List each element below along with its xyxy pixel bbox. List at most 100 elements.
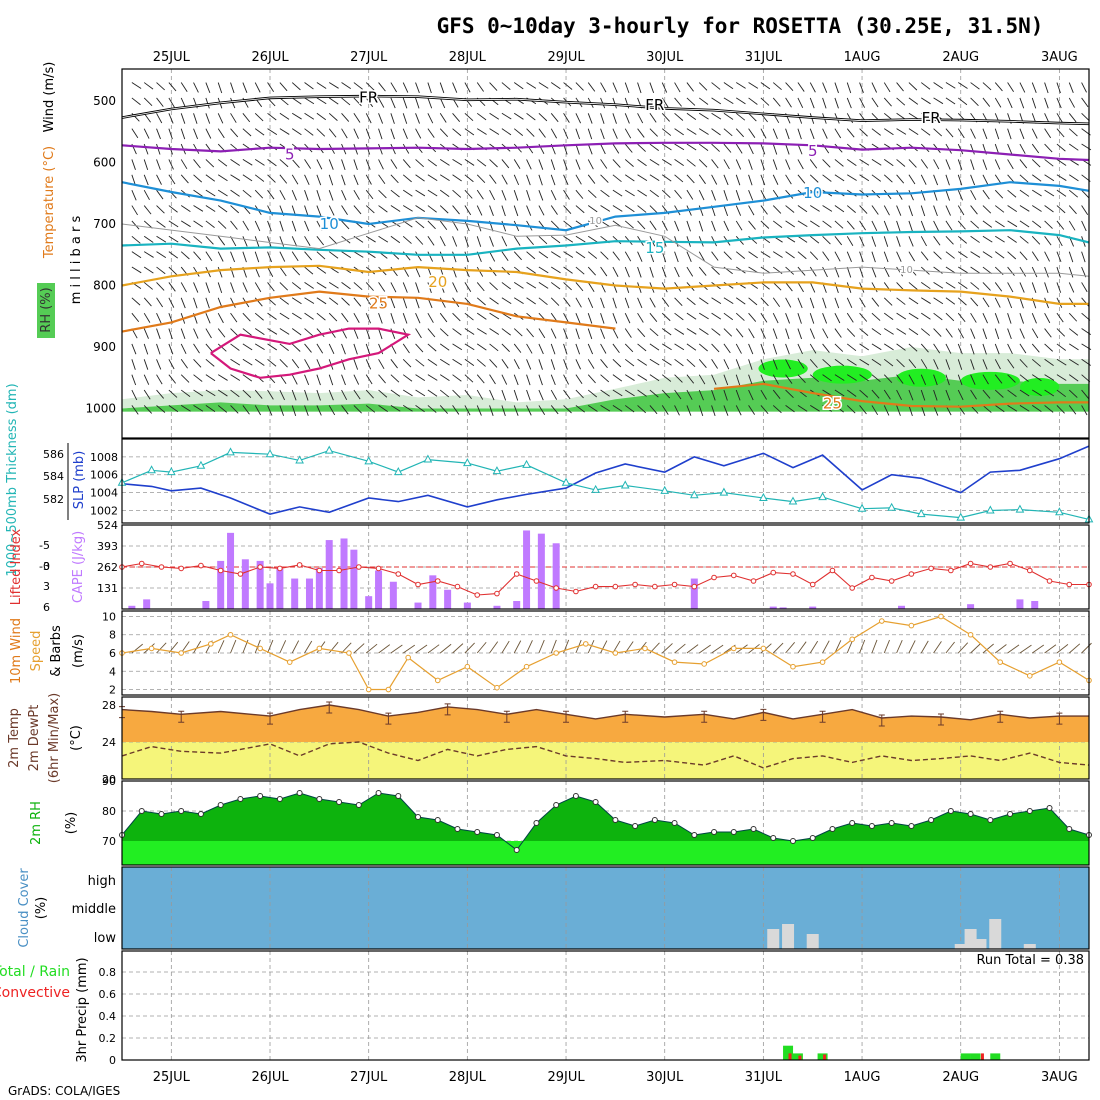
wind-barb (711, 97, 722, 105)
wind-speed-marker (760, 645, 767, 652)
wind-barb (834, 358, 845, 367)
wind-barb (452, 405, 460, 415)
wind-barb (933, 82, 944, 89)
wind-barb (748, 97, 758, 105)
wind-barb (131, 343, 137, 355)
wind-barb (982, 251, 993, 258)
wind-barb (612, 389, 623, 397)
wind-barb (735, 159, 742, 170)
wind-barb (637, 251, 643, 262)
wind-barb (353, 128, 359, 139)
wind-barb (772, 82, 782, 91)
thickness-marker (620, 480, 630, 489)
li-marker (928, 565, 934, 572)
low-cloud-bar (767, 929, 780, 949)
wind-barb (1056, 159, 1067, 166)
wind-barb (168, 220, 179, 228)
wind-barb (711, 312, 722, 320)
wind-barb (254, 389, 263, 399)
wind-barb (131, 374, 137, 386)
rh2m-base (122, 841, 1089, 865)
wind-barb (131, 312, 140, 323)
wind-barb (143, 128, 150, 139)
wind-barb (501, 297, 512, 305)
wind-barb (452, 312, 461, 322)
wind-barb (723, 159, 730, 170)
surface-wind-barb (304, 640, 313, 654)
wind-barb (1044, 282, 1049, 294)
wind-speed-marker (849, 636, 855, 643)
wind-barb (267, 251, 272, 263)
panel-frame (121, 866, 1090, 950)
cape-bar (414, 602, 422, 609)
wind-barb (908, 189, 914, 201)
temp-tick: 20 (102, 773, 116, 786)
rh2m-marker (789, 838, 796, 844)
wind-barb (402, 389, 413, 397)
wind-barb (698, 220, 704, 232)
wind-speed-marker (1026, 673, 1033, 679)
wind-barb (575, 128, 581, 140)
wind-barb (439, 236, 446, 247)
wind-barb (859, 205, 868, 214)
wind-barb (846, 312, 854, 323)
wind-barb (637, 312, 644, 323)
wind-barb (156, 159, 161, 170)
wind-barb (661, 405, 669, 415)
wind-barb (945, 235, 954, 245)
wind-speed-marker (227, 631, 234, 638)
wind-barb (1044, 159, 1054, 167)
wind-barb (970, 328, 976, 339)
wind-barb (957, 297, 967, 306)
wind-barb (476, 328, 487, 335)
wind-barb (760, 343, 765, 355)
wind-barb (193, 189, 203, 197)
wind-barb (464, 312, 474, 321)
wind-barb (933, 297, 944, 305)
wind-barb (859, 358, 870, 366)
li-marker (474, 592, 481, 598)
wind-barb (661, 143, 672, 151)
surface-wind-barb (809, 640, 819, 654)
wind-speed-marker (582, 641, 589, 647)
thickness-marker (463, 458, 472, 467)
wind-speed-marker (385, 686, 392, 693)
wind-barb (279, 189, 286, 201)
wind-barb (550, 128, 558, 139)
wind-barb (711, 389, 716, 401)
wind-barb (242, 113, 251, 123)
labels: 25JUL25JUL26JUL26JUL27JUL27JUL28JUL28JUL… (0, 50, 1084, 1085)
time-label-bottom: 31JUL (745, 1070, 783, 1085)
wind-barb (279, 405, 285, 416)
wind-barb (1019, 97, 1025, 109)
wind-barb (291, 359, 300, 369)
wind-barb (341, 159, 346, 170)
precip-tick: 0.8 (99, 966, 117, 979)
wind-barb (230, 113, 237, 123)
wind-barb (513, 82, 524, 90)
wind-barb (501, 282, 511, 290)
wind-speed-marker (464, 663, 471, 670)
wind-barb (797, 235, 808, 243)
wind-barb (205, 128, 212, 139)
wind-barb (415, 328, 422, 339)
wind-barb (439, 358, 450, 366)
wind-barb (353, 374, 360, 385)
wind-barb (316, 159, 323, 170)
wind-barb (587, 82, 596, 92)
wind-barb (908, 359, 917, 369)
wind-barb (772, 205, 782, 214)
slp-tick: 1002 (90, 504, 118, 517)
wind-barb (526, 159, 532, 170)
wind-barb (945, 128, 954, 138)
wind-barb (439, 220, 448, 231)
wind-barb (402, 313, 408, 324)
wind-barb (945, 159, 951, 170)
pressure-tick: 1000 (85, 402, 116, 416)
wind-barb (847, 374, 857, 381)
wind-barb (254, 159, 265, 166)
surface-wind-barb (1019, 644, 1032, 654)
wind-barb (316, 266, 327, 274)
wind-barb (242, 405, 250, 415)
wind-barb (933, 97, 944, 105)
